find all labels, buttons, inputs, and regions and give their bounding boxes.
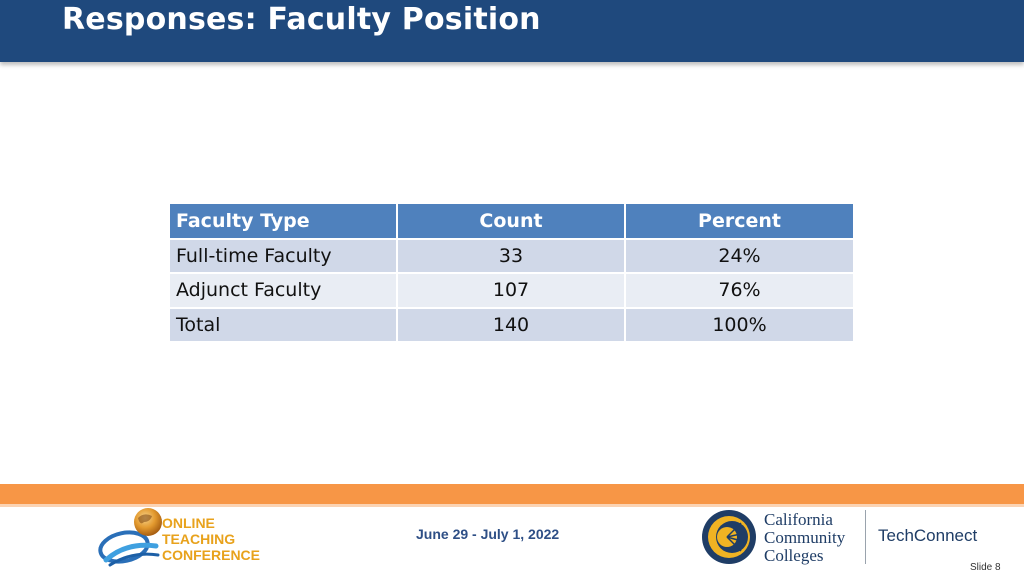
footer-accent-bar — [0, 484, 1024, 504]
table-row: Total 140 100% — [170, 307, 853, 343]
footer-accent-shadow — [0, 504, 1024, 507]
table-cell: 100% — [625, 307, 853, 343]
column-header: Faculty Type — [170, 204, 398, 240]
table-cell: Full-time Faculty — [170, 238, 398, 274]
ccc-seal-icon — [702, 510, 756, 564]
table-row: Full-time Faculty 33 24% — [170, 238, 853, 274]
table-cell: Total — [170, 307, 398, 343]
conference-logo-line: Online — [162, 515, 215, 531]
ccc-logo-line: California — [764, 510, 833, 529]
conference-logo-line: Teaching — [162, 531, 236, 547]
globe-icon — [98, 508, 162, 567]
ccc-logo-text: California Community Colleges — [764, 511, 845, 565]
table-header-row: Faculty Type Count Percent — [170, 204, 853, 240]
column-header: Percent — [625, 204, 853, 240]
conference-dates: June 29 - July 1, 2022 — [416, 526, 560, 542]
table-cell: 140 — [397, 307, 626, 343]
table-cell: 76% — [625, 273, 853, 309]
techconnect-label: TechConnect — [878, 526, 978, 545]
conference-logo-line: Conference — [162, 547, 261, 563]
slide-number: Slide 8 — [970, 562, 1001, 573]
conference-logo-text: Online Teaching Conference — [162, 515, 260, 563]
faculty-position-table: Faculty Type Count Percent Full-time Fac… — [170, 204, 853, 343]
column-header: Count — [397, 204, 626, 240]
table-cell: Adjunct Faculty — [170, 273, 398, 309]
title-bar: Responses: Faculty Position — [0, 0, 1024, 62]
logo-divider — [865, 510, 866, 564]
table-row: Adjunct Faculty 107 76% — [170, 273, 853, 309]
ccc-logo-line: Community — [764, 528, 846, 547]
slide-title: Responses: Faculty Position — [62, 2, 541, 37]
table-cell: 107 — [397, 273, 626, 309]
table-cell: 33 — [397, 238, 626, 274]
ccc-logo-line: Colleges — [764, 546, 824, 565]
table-cell: 24% — [625, 238, 853, 274]
